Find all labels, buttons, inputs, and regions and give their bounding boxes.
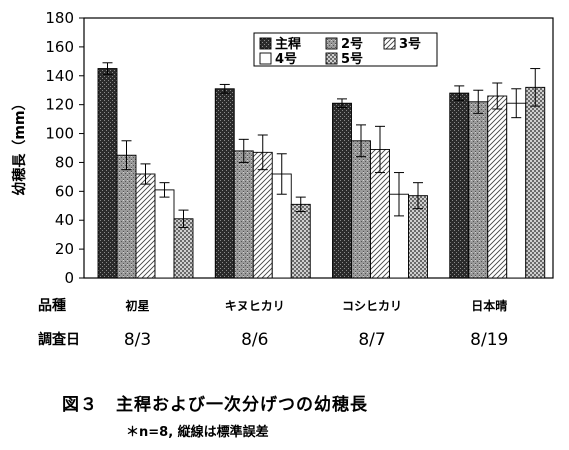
legend-label: 2号 <box>341 37 363 52</box>
legend-swatch <box>383 37 396 50</box>
category-label: キヌヒカリ <box>225 299 285 313</box>
bar <box>233 150 254 279</box>
category-label: 日本晴 <box>471 298 507 313</box>
legend-box <box>253 32 438 67</box>
bar <box>116 154 137 279</box>
bar <box>290 203 311 279</box>
y-tick-label: 100 <box>45 125 74 143</box>
y-tick-label: 80 <box>55 153 74 171</box>
bar <box>252 151 273 279</box>
bar <box>214 88 235 279</box>
bars <box>97 68 546 279</box>
legend-label: 5号 <box>341 52 363 67</box>
legend-swatch <box>325 37 338 50</box>
bar <box>135 173 156 279</box>
bar <box>506 102 527 279</box>
row-label-variety: 品種 <box>38 297 66 314</box>
bar <box>468 101 489 279</box>
bar <box>154 189 175 279</box>
y-axis: 0 20 40 60 80 100 120 140 160 180 <box>45 9 554 287</box>
date-label: 8/19 <box>470 330 508 350</box>
legend-label: 4号 <box>275 52 297 67</box>
date-label: 8/3 <box>124 330 151 350</box>
legend-label: 3号 <box>399 37 421 52</box>
legend-swatch <box>259 52 272 65</box>
legend-swatch <box>259 37 272 50</box>
bar <box>449 92 470 279</box>
bar <box>487 95 508 279</box>
y-tick-label: 120 <box>45 96 74 114</box>
plot-frame <box>83 17 554 279</box>
legend-label: 主稈 <box>275 36 301 52</box>
y-tick-label: 20 <box>55 240 74 258</box>
figure-note: ＊n=8, 縦線は標準誤差 <box>126 425 269 440</box>
legend: 主稈 2号 3号 4号 5号 <box>253 32 438 67</box>
category-label: 初星 <box>125 298 149 313</box>
error-bars <box>102 62 541 228</box>
bar <box>97 68 118 279</box>
legend-swatch <box>325 52 338 65</box>
date-label: 8/6 <box>241 330 268 350</box>
y-tick-label: 60 <box>55 182 74 200</box>
y-tick-label: 0 <box>64 269 74 287</box>
row-label-date: 調査日 <box>38 331 80 348</box>
category-label: コシヒカリ <box>342 299 402 313</box>
y-tick-label: 160 <box>45 38 74 56</box>
bar <box>525 86 546 279</box>
y-tick-label: 180 <box>45 9 74 27</box>
figure-caption: 図３ 主稈および一次分げつの幼穂長 <box>62 395 368 415</box>
bar <box>332 102 352 279</box>
date-label: 8/7 <box>358 330 385 350</box>
bar <box>351 140 371 279</box>
y-tick-label: 140 <box>45 67 74 85</box>
y-axis-label: 幼穂長（mm） <box>11 96 28 195</box>
y-tick-label: 40 <box>55 211 74 229</box>
